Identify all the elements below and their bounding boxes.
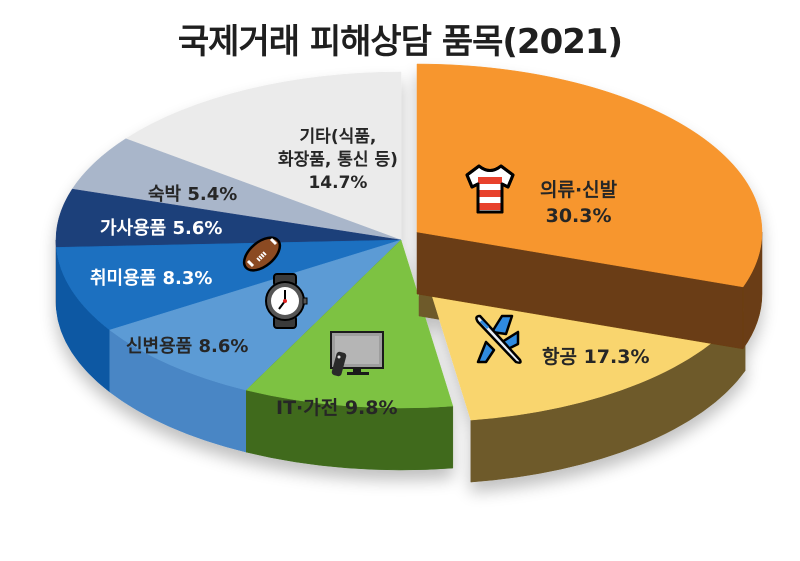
label-clothing-value: 30.3% [545,204,612,227]
label-airline: 항공 17.3% [542,346,650,368]
football-icon [240,234,284,278]
wristwatch-icon [262,273,308,333]
t-shirt-icon [465,163,515,219]
label-lodging: 숙박 5.4% [148,184,238,205]
label-other-line1: 기타(식품, [299,127,377,147]
airplane-icon [472,312,528,372]
label-hobby: 취미용품 8.3% [90,268,213,289]
label-personal: 신변용품 8.6% [126,336,249,357]
label-household: 가사용품 5.6% [100,218,223,239]
label-clothing: 의류·신발 30.3% [540,178,617,229]
label-clothing-name: 의류·신발 [540,179,618,201]
label-other-line2: 화장품, 통신 등) [278,149,398,170]
label-it: IT·가전 9.8% [276,397,398,419]
chart-title: 국제거래 피해상담 품목(2021) [177,22,623,62]
label-other: 기타(식품, 화장품, 통신 등) 14.7% [278,126,398,195]
tv-remote-icon [329,330,385,382]
label-other-value: 14.7% [308,172,368,193]
